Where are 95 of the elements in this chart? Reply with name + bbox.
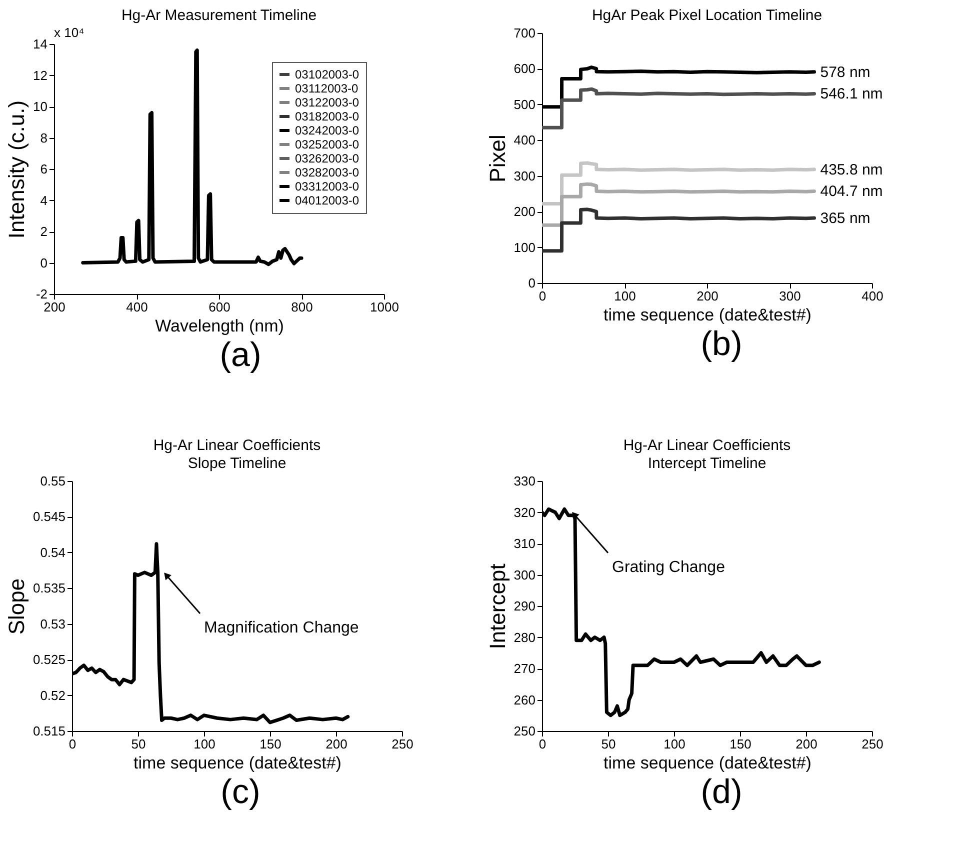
y-tick-label: 0.54 (40, 544, 66, 560)
x-axis-title: time sequence (date&test#) (134, 754, 342, 772)
x-tick-label: 200 (326, 736, 348, 752)
y-tick-label: 6 (40, 162, 48, 176)
x-tick-label: 150 (730, 736, 752, 752)
legend-label: 03262003-0 (295, 152, 360, 166)
text: (c) (220, 773, 262, 812)
legend-label: 03112003-0 (295, 82, 358, 96)
line-series (542, 182, 816, 227)
line-series (542, 161, 816, 206)
y-tick-label: 12 (33, 68, 48, 83)
y-tick-label: 10 (33, 99, 48, 114)
series-label: 404.7 nm (820, 183, 883, 200)
series-label: 365 nm (820, 210, 870, 227)
annotation: Magnification Change (204, 620, 359, 636)
y-tick-label: 4 (40, 192, 48, 208)
legend-label: 03102003-0 (295, 68, 360, 82)
chart-title: HgAr Peak Pixel Location Timeline (592, 7, 822, 24)
x-tick-label: 100 (614, 288, 636, 304)
legend-label: 03282003-0 (295, 166, 360, 180)
series-label: 435.8 nm (820, 161, 883, 178)
y-tick-label: 310 (514, 536, 536, 551)
y-tick-label: 200 (514, 204, 536, 220)
y-tick-label: 600 (514, 61, 536, 76)
y-tick-label: 320 (514, 504, 536, 520)
x-tick-label: 0 (538, 736, 546, 752)
y-axis-title: Slope (4, 578, 29, 635)
y-tick-label: 400 (514, 132, 536, 148)
y-axis-title: Pixel (484, 134, 510, 182)
x-tick-label: 100 (194, 736, 216, 752)
y-axis-title: Intensity (c.u.) (4, 100, 30, 239)
x-tick-label: 0 (538, 288, 546, 304)
y-tick-label: 0.545 (32, 509, 66, 524)
text: x 10⁴ (54, 25, 84, 40)
y-tick-label: 2 (40, 224, 48, 239)
x-tick-label: 400 (862, 288, 884, 304)
text: (d) (700, 773, 744, 812)
chart-subtitle: Slope Timeline (188, 455, 286, 472)
text: (a) (218, 336, 262, 375)
y-tick-label: 0 (528, 276, 536, 290)
x-tick-label: 300 (779, 288, 801, 304)
y-tick-label: 0.535 (32, 580, 66, 596)
y-tick-label: 300 (514, 168, 536, 184)
x-tick-label: 100 (664, 736, 686, 752)
y-tick-label: 250 (514, 724, 536, 738)
y-tick-label: 100 (514, 240, 536, 255)
chart-title: Hg-Ar Linear Coefficients (623, 437, 791, 454)
series-label: 578 nm (820, 64, 870, 81)
y-tick-label: 260 (514, 692, 536, 708)
chart-subtitle: Intercept Timeline (648, 455, 766, 472)
legend-label: 04012003-0 (295, 194, 360, 208)
y-axis-title: Intercept (484, 564, 510, 650)
y-tick-label: 14 (33, 36, 48, 52)
legend-label: 03182003-0 (295, 110, 360, 124)
y-tick-label: 0.53 (40, 616, 66, 632)
chart-title: Hg-Ar Measurement Timeline (121, 7, 317, 24)
x-axis-title: time sequence (date&test#) (604, 754, 812, 772)
y-tick-label: 0.55 (40, 474, 66, 488)
y-tick-label: 8 (40, 130, 48, 146)
chart-title: Hg-Ar Linear Coefficients (153, 437, 321, 454)
legend-label: 03122003-0 (295, 96, 360, 110)
legend-label: 03252003-0 (295, 138, 360, 152)
x-tick-label: 150 (260, 736, 282, 752)
x-axis-title: time sequence (date&test#) (604, 306, 812, 324)
x-tick-label: 0 (68, 736, 76, 752)
y-tick-label: 500 (514, 96, 536, 112)
x-tick-label: 250 (862, 736, 884, 752)
text: (b) (700, 325, 744, 364)
y-tick-label: 700 (514, 26, 536, 40)
line-series (542, 208, 816, 253)
y-tick-label: 0.515 (32, 724, 66, 738)
x-tick-label: 600 (208, 300, 230, 314)
x-tick-label: 200 (796, 736, 818, 752)
x-axis-title: Wavelength (nm) (155, 316, 284, 336)
x-tick-label: 1000 (370, 300, 399, 314)
line-series (542, 87, 816, 130)
x-tick-label: 50 (131, 736, 146, 752)
series-label: 546.1 nm (820, 86, 883, 103)
y-tick-label: 330 (514, 474, 536, 488)
y-tick-label: 280 (514, 630, 536, 645)
y-tick-label: 0 (40, 255, 48, 270)
annotation: Grating Change (612, 558, 726, 576)
y-tick-label: 0.52 (40, 688, 66, 703)
y-tick-label: 290 (514, 598, 536, 614)
legend-label: 03242003-0 (295, 124, 360, 138)
y-tick-label: 300 (514, 567, 536, 582)
y-tick-label: -2 (36, 286, 48, 302)
y-tick-label: 0.525 (32, 652, 66, 668)
y-tick-label: 270 (514, 661, 536, 676)
x-tick-label: 250 (392, 736, 414, 752)
x-tick-label: 400 (126, 300, 148, 314)
x-tick-label: 200 (696, 288, 718, 304)
legend-label: 03312003-0 (295, 180, 360, 194)
x-tick-label: 800 (291, 300, 313, 314)
x-tick-label: 50 (601, 736, 616, 752)
